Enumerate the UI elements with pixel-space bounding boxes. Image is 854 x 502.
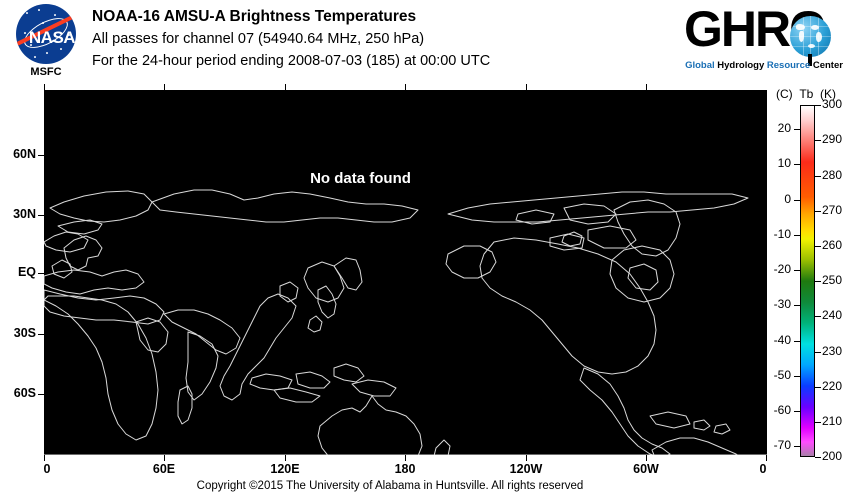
x-axis-tick-180: [405, 455, 406, 461]
x-axis-top-tick-120w: [526, 84, 527, 90]
x-axis-top-tick-0: [44, 84, 45, 90]
x-axis-tick-60w: [646, 455, 647, 461]
copyright-notice: Copyright ©2015 The University of Alabam…: [196, 480, 584, 492]
x-axis-top-tick-120e: [285, 84, 286, 90]
colorbar-label-c-10: 10: [777, 156, 791, 170]
colorbar-label-c-20: 20: [777, 121, 791, 135]
colorbar-header: (C) Tb (K): [776, 87, 836, 101]
colorbar-tick-k-260: [815, 246, 821, 247]
nasa-logo-disc: NASA: [16, 4, 76, 64]
x-axis-top-tick-60w: [646, 84, 647, 90]
colorbar-label-k-290: 290: [822, 132, 843, 146]
x-axis-label-120w: 120W: [509, 462, 543, 476]
title-line-2: All passes for channel 07 (54940.64 MHz,…: [92, 31, 425, 47]
colorbar-tick-k-200: [815, 457, 821, 458]
x-axis-tick-120e: [285, 455, 286, 461]
x-axis-top-tick-180: [405, 84, 406, 90]
page-header: NASA MSFC NOAA-16 AMSU-A Brightness Temp…: [0, 0, 854, 88]
temperature-colorbar: [800, 105, 815, 457]
colorbar-label-k-250: 250: [822, 273, 843, 287]
colorbar-tick-k-280: [815, 176, 821, 177]
y-axis-label-30s: 30S: [13, 326, 36, 340]
coastline-outlines: [44, 189, 767, 455]
colorbar-label-k-300: 300: [822, 97, 843, 111]
colorbar-header-kelvin: (K): [820, 87, 837, 101]
colorbar-tick-k-220: [815, 387, 821, 388]
chart-title-block: NOAA-16 AMSU-A Brightness Temperatures A…: [92, 6, 490, 72]
colorbar-label-c-0: 0: [784, 192, 791, 206]
globe-icon: [790, 16, 831, 57]
y-axis-label-eq: EQ: [17, 265, 36, 279]
x-axis-tick-0: [44, 455, 45, 461]
colorbar-tick-k-240: [815, 316, 821, 317]
colorbar-tick-c-minus10: [794, 235, 800, 236]
ghrc-subtitle: Global Hydrology Resource Center: [685, 60, 843, 71]
colorbar-tick-k-300: [815, 105, 821, 106]
colorbar-label-c-minus70: -70: [773, 438, 791, 452]
title-line-3: For the 24-hour period ending 2008-07-03…: [92, 53, 491, 69]
colorbar-tick-c-minus20: [794, 270, 800, 271]
y-axis-tick-30n: [38, 215, 44, 216]
colorbar-tick-c-20: [794, 129, 800, 130]
x-axis-label-60e: 60E: [152, 462, 176, 476]
colorbar-label-k-220: 220: [822, 379, 843, 393]
ghrc-logo: GHRC Global Hydrology Resource Center: [684, 1, 844, 76]
colorbar-tick-k-290: [815, 140, 821, 141]
colorbar-tick-k-230: [815, 352, 821, 353]
colorbar-label-k-240: 240: [822, 308, 843, 322]
colorbar-label-c-minus60: -60: [773, 403, 791, 417]
colorbar-label-k-260: 260: [822, 238, 843, 252]
colorbar-tick-c-minus30: [794, 305, 800, 306]
colorbar-tick-k-250: [815, 281, 821, 282]
x-axis-tick-360: [766, 455, 767, 461]
colorbar-tick-c-minus70: [794, 446, 800, 447]
nasa-logo-center-label: MSFC: [30, 66, 62, 78]
colorbar-label-k-270: 270: [822, 203, 843, 217]
colorbar-tick-k-270: [815, 211, 821, 212]
colorbar-tick-c-minus50: [794, 376, 800, 377]
x-axis-label-360: 0: [759, 462, 767, 476]
colorbar-label-c-minus30: -30: [773, 297, 791, 311]
title-line-1: NOAA-16 AMSU-A Brightness Temperatures: [92, 8, 417, 25]
colorbar-label-c-minus10: -10: [773, 227, 791, 241]
colorbar-gradient: [801, 106, 814, 456]
colorbar-tick-c-10: [794, 164, 800, 165]
colorbar-tick-k-210: [815, 422, 821, 423]
colorbar-label-k-280: 280: [822, 168, 843, 182]
nasa-msfc-logo: NASA MSFC: [10, 4, 82, 78]
y-axis-tick-60n: [38, 155, 44, 156]
colorbar-label-k-230: 230: [822, 344, 843, 358]
colorbar-label-c-minus40: -40: [773, 333, 791, 347]
nasa-logo-wordmark: NASA: [28, 28, 76, 47]
x-axis-tick-120w: [526, 455, 527, 461]
y-axis-tick-30s: [38, 334, 44, 335]
colorbar-tick-c-minus40: [794, 341, 800, 342]
colorbar-label-c-minus50: -50: [773, 368, 791, 382]
y-axis-label-60s: 60S: [13, 386, 36, 400]
colorbar-header-tb: Tb: [799, 87, 814, 101]
y-axis-label-30n: 30N: [13, 207, 36, 221]
colorbar-tick-c-minus60: [794, 411, 800, 412]
x-axis-label-180: 180: [394, 462, 416, 476]
world-map-plot: No data found: [44, 90, 767, 455]
ghrc-subtitle-center: Center: [812, 60, 843, 71]
ghrc-subtitle-hydrology: Hydrology: [717, 60, 765, 71]
globe-stand: [808, 54, 812, 66]
x-axis-label-120e: 120E: [270, 462, 300, 476]
y-axis-label-60n: 60N: [13, 147, 36, 161]
y-axis-tick-60s: [38, 394, 44, 395]
colorbar-label-c-minus20: -20: [773, 262, 791, 276]
x-axis-label-60w: 60W: [633, 462, 659, 476]
colorbar-label-k-210: 210: [822, 414, 843, 428]
ghrc-subtitle-resource: Resource: [766, 60, 811, 71]
ghrc-subtitle-global: Global: [685, 60, 715, 71]
y-axis-tick-eq: [38, 273, 44, 274]
colorbar-tick-c-0: [794, 200, 800, 201]
colorbar-label-k-200: 200: [822, 449, 843, 463]
colorbar-header-celsius: (C): [776, 87, 793, 101]
x-axis-tick-60e: [164, 455, 165, 461]
x-axis-top-tick-60e: [164, 84, 165, 90]
x-axis-label-0: 0: [43, 462, 51, 476]
